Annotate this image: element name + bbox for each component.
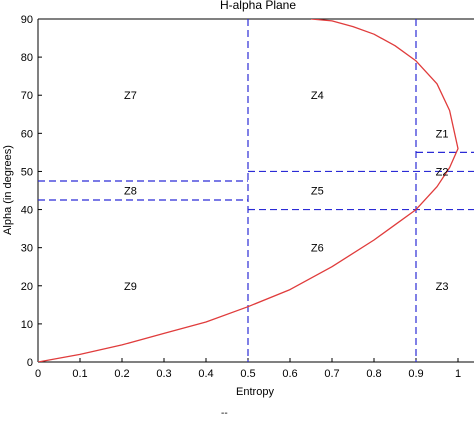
y-tick-label: 0	[27, 357, 33, 369]
y-tick-label: 50	[21, 166, 33, 178]
y-ticks: 0 10 20 30 40 50 60 70 80 90	[21, 14, 42, 369]
x-ticks: 0 0.1 0.2 0.3 0.4 0.5 0.6 0.7 0.8 0.9 1	[35, 358, 461, 380]
y-tick-label: 40	[21, 205, 33, 217]
feasibility-curves	[38, 19, 459, 362]
zone-label-z4: Z4	[311, 90, 324, 102]
zone-label-z1: Z1	[436, 128, 449, 140]
y-tick-label: 30	[21, 243, 33, 255]
x-axis-label: Entropy	[236, 386, 274, 398]
zone-label-z8: Z8	[124, 186, 137, 198]
zone-label-z5: Z5	[311, 186, 324, 198]
y-tick-label: 10	[21, 319, 33, 331]
x-tick-label: 0.1	[72, 368, 87, 380]
x-tick-label: 0.7	[324, 368, 339, 380]
y-tick-label: 80	[21, 52, 33, 64]
x-tick-label: 0.4	[198, 368, 213, 380]
x-tick-label: 0.6	[282, 368, 297, 380]
zone-label-z2: Z2	[436, 166, 449, 178]
x-tick-label: 0.5	[240, 368, 255, 380]
x-tick-label: 0.3	[156, 368, 171, 380]
zone-boundaries	[38, 19, 474, 362]
y-tick-label: 90	[21, 14, 33, 26]
feasibility-curve	[38, 19, 459, 362]
y-tick-label: 60	[21, 128, 33, 140]
zone-label-z9: Z9	[124, 281, 137, 293]
x-tick-label: 0.8	[366, 368, 381, 380]
chart-title: H-alpha Plane	[220, 0, 296, 12]
zone-label-z7: Z7	[124, 90, 137, 102]
x-tick-label: 1	[455, 368, 461, 380]
y-tick-label: 20	[21, 281, 33, 293]
zone-label-z6: Z6	[311, 243, 324, 255]
footer-mark: --	[221, 408, 228, 419]
x-tick-label: 0	[35, 368, 41, 380]
y-tick-label: 70	[21, 90, 33, 102]
zone-labels: Z7 Z4 Z1 Z8 Z5 Z2 Z9 Z6 Z3	[124, 90, 448, 293]
x-tick-label: 0.2	[114, 368, 129, 380]
x-tick-label: 0.9	[408, 368, 423, 380]
zone-label-z3: Z3	[436, 281, 449, 293]
y-axis-label: Alpha (in degrees)	[2, 145, 14, 235]
